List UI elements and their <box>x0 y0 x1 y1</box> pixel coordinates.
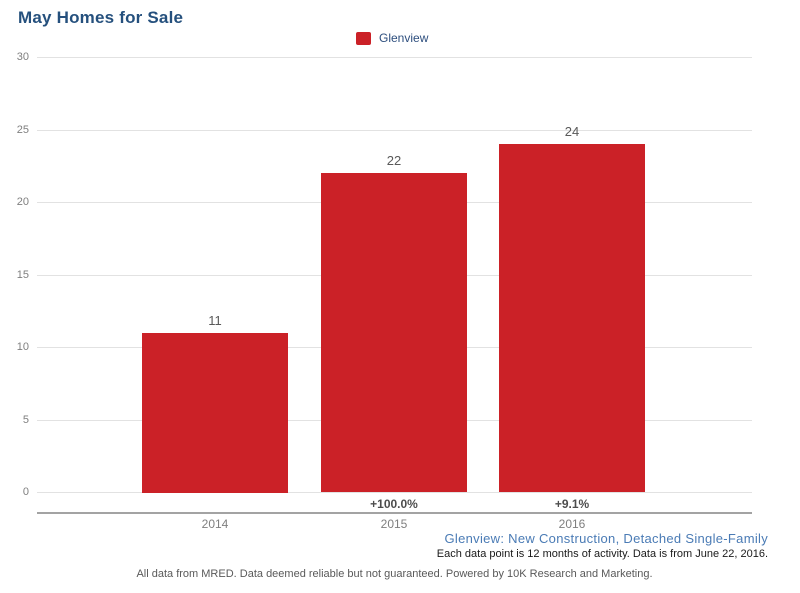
y-axis-tick-label: 30 <box>16 51 29 63</box>
y-axis-tick-label: 0 <box>22 486 29 498</box>
gridline <box>37 57 752 58</box>
x-axis-category-label: 2016 <box>558 517 586 531</box>
y-axis-tick-label: 20 <box>16 196 29 208</box>
legend-swatch-icon <box>356 31 371 45</box>
bar-value-label: 24 <box>564 124 580 139</box>
y-axis-tick-label: 5 <box>22 414 29 426</box>
change-percent-label: +100.0% <box>370 497 418 511</box>
y-axis-tick-label: 25 <box>16 124 29 136</box>
footnote-disclaimer: All data from MRED. Data deemed reliable… <box>136 568 653 580</box>
footnote-series-note: Glenview: New Construction, Detached Sin… <box>444 531 768 546</box>
bar-2016 <box>499 144 645 492</box>
x-axis-line <box>37 512 752 514</box>
bar-value-label: 22 <box>386 153 402 168</box>
gridline <box>37 492 752 493</box>
bar-value-label: 11 <box>208 313 222 328</box>
legend-label: Glenview <box>379 31 429 45</box>
footnote-data-note: Each data point is 12 months of activity… <box>436 548 768 560</box>
legend: Glenview <box>356 31 428 45</box>
bar-2015 <box>321 173 467 492</box>
gridline <box>37 130 752 131</box>
bar-2014 <box>142 333 288 493</box>
y-axis-tick-label: 10 <box>16 341 29 353</box>
change-percent-label: +9.1% <box>554 497 590 511</box>
x-axis-category-label: 2014 <box>201 517 229 531</box>
x-axis-category-label: 2015 <box>380 517 408 531</box>
chart-title: May Homes for Sale <box>18 8 184 27</box>
y-axis-tick-label: 15 <box>16 269 29 281</box>
